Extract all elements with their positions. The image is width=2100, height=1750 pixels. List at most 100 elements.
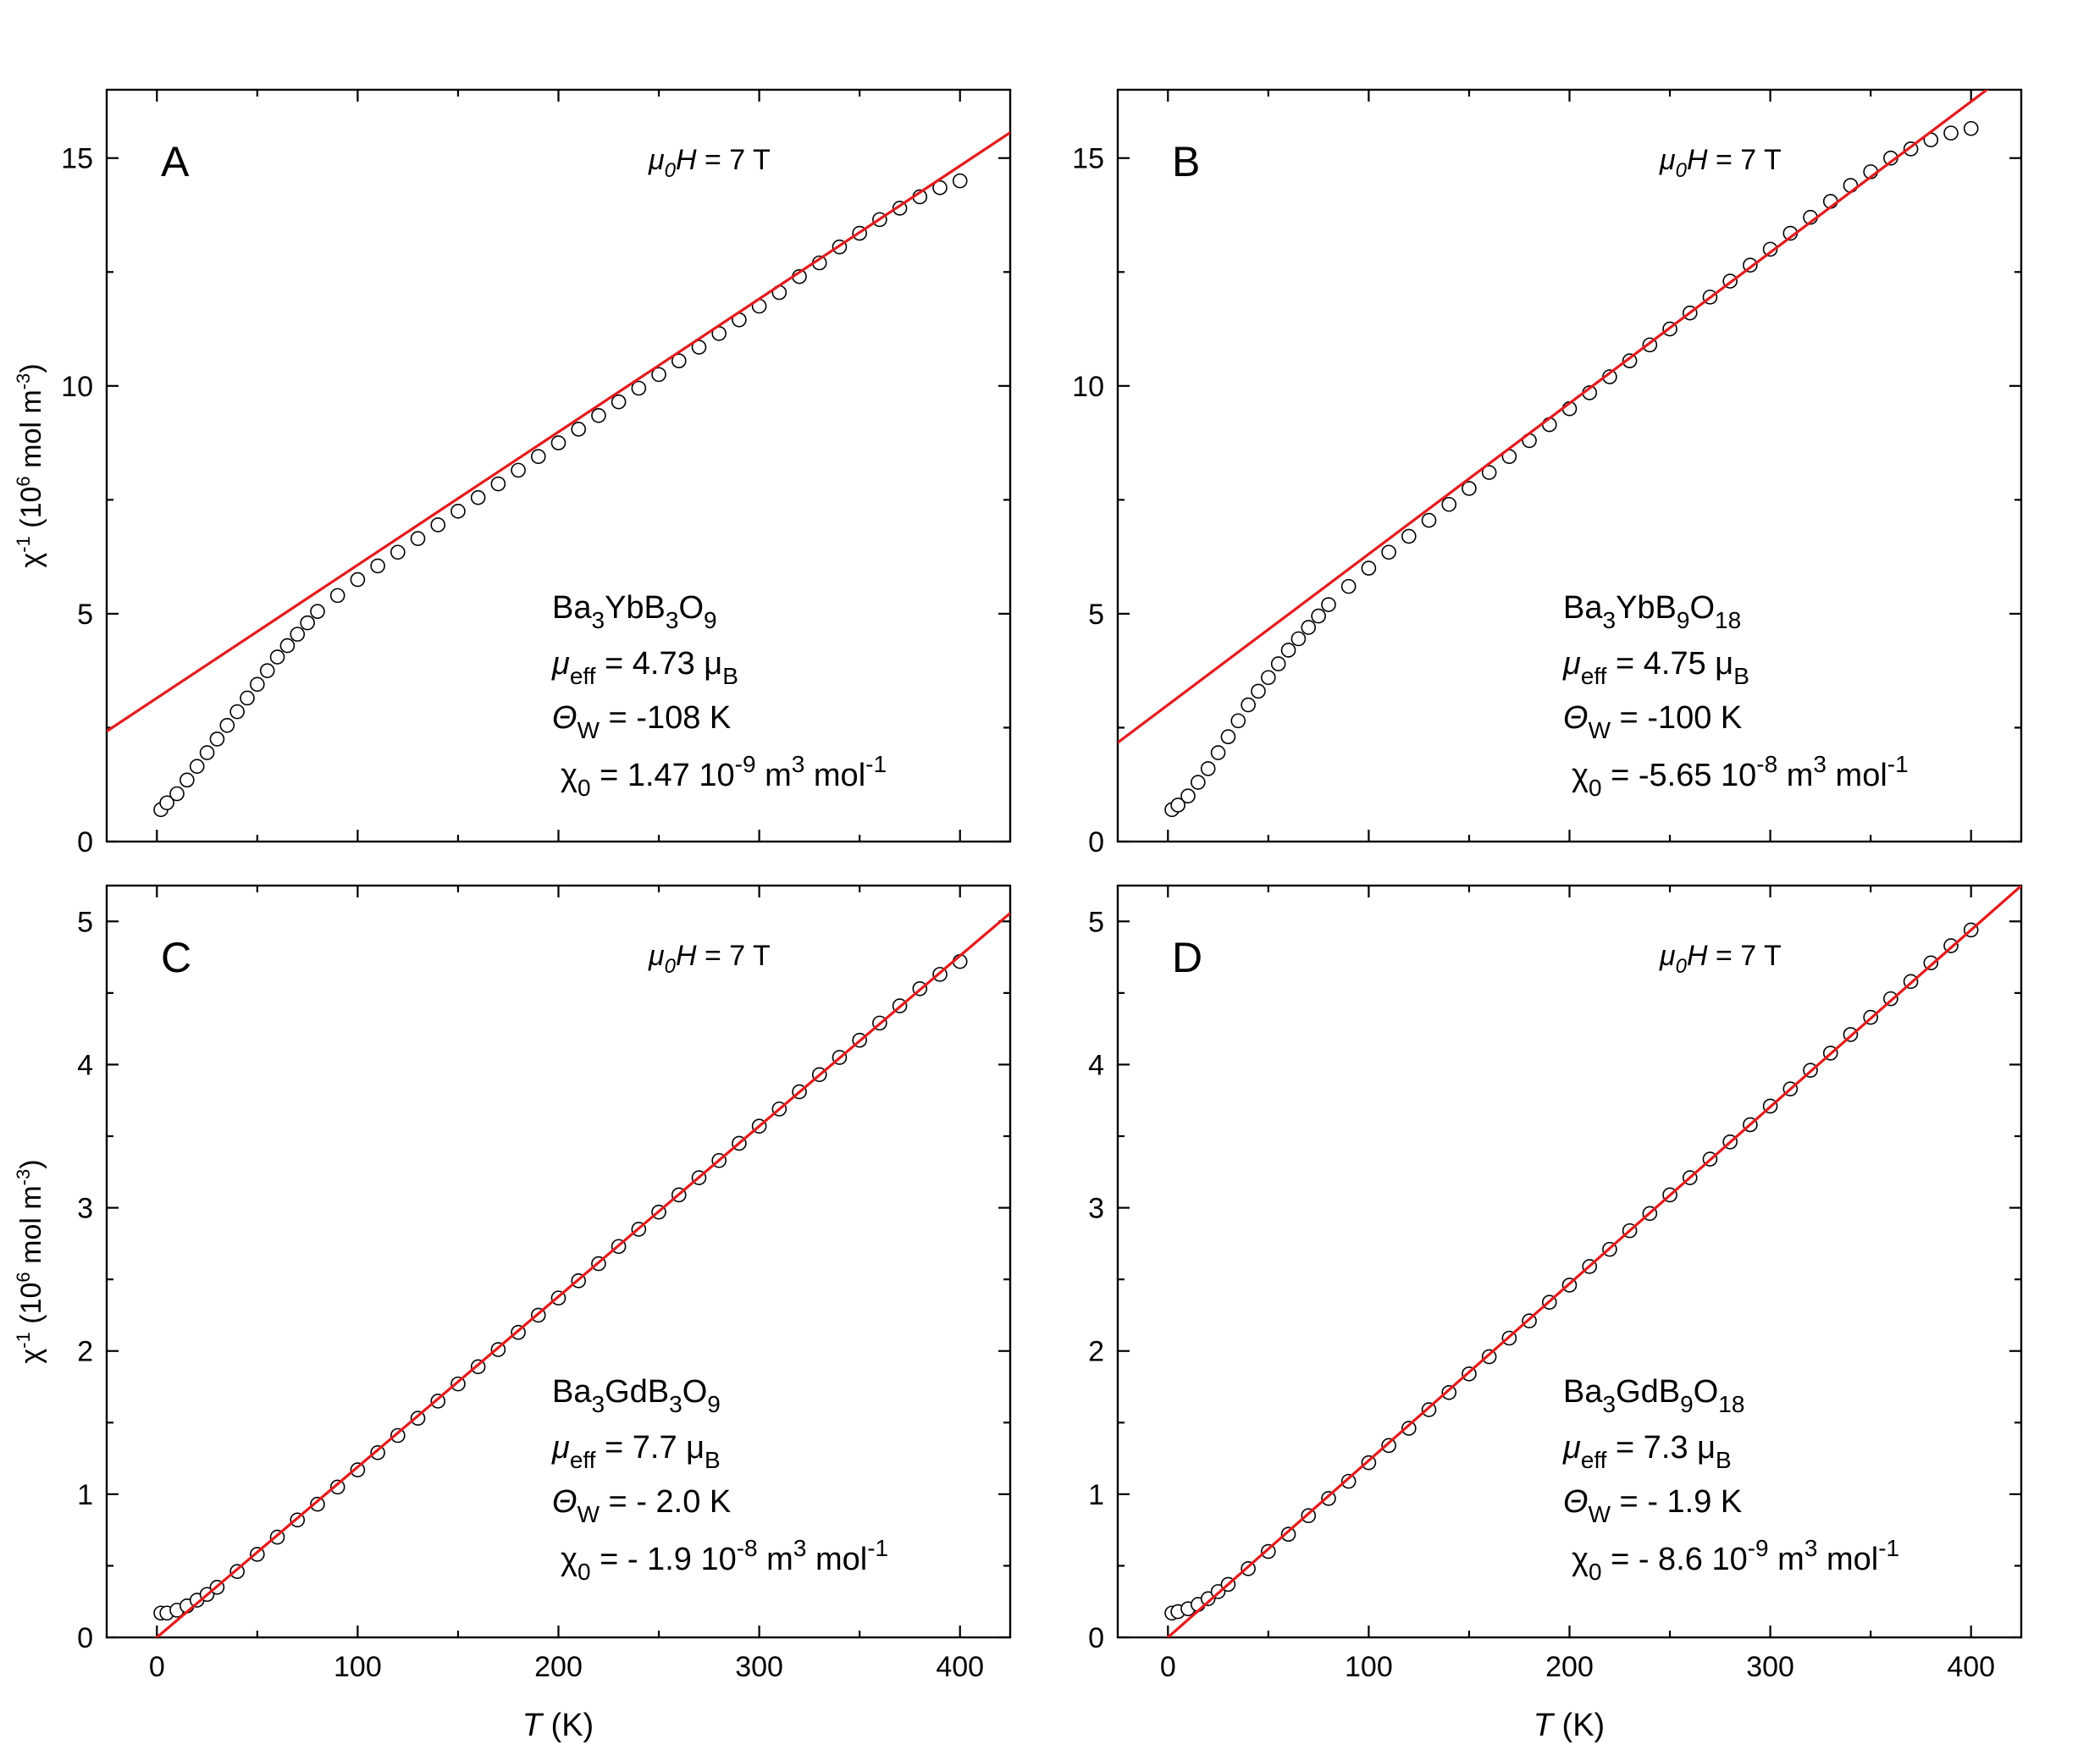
data-point: [1170, 798, 1185, 813]
y-tick-label: 5: [1088, 599, 1104, 631]
mu-eff-row: μeff = 7.3 μB: [1562, 1430, 1732, 1473]
fit-line: [1165, 886, 2021, 1637]
data-point: [250, 676, 265, 693]
data-point: [1401, 528, 1417, 544]
y-tick-label: 4: [77, 1049, 93, 1081]
theta-w-row: ΘW = -108 K: [552, 700, 731, 743]
data-point: [370, 558, 385, 574]
x-tick-label: 200: [534, 1651, 583, 1683]
data-point: [1462, 481, 1477, 496]
data-point: [470, 489, 486, 505]
data-point: [1622, 353, 1638, 369]
data-point: [1361, 560, 1377, 576]
data-point: [1381, 1438, 1396, 1454]
data-point: [159, 795, 174, 811]
x-tick-label: 200: [1545, 1651, 1594, 1683]
data-point: [259, 663, 275, 678]
data-point: [530, 449, 546, 465]
data-point: [1963, 120, 1979, 136]
data-point: [1241, 697, 1256, 713]
data-point: [1441, 496, 1457, 512]
compound-formula: Ba3YbB9O18: [1563, 590, 1741, 633]
data-point: [329, 588, 345, 604]
data-point: [952, 173, 968, 189]
y-tick-label: 2: [77, 1336, 93, 1368]
y-axis-label-top: χ-1 (106 mol m-3): [13, 363, 47, 567]
data-point: [310, 1496, 325, 1512]
data-point: [180, 772, 195, 788]
data-point: [1441, 1384, 1457, 1400]
data-point: [329, 1479, 345, 1495]
data-point: [450, 504, 466, 519]
data-point: [1923, 955, 1939, 971]
data-point: [350, 1462, 366, 1477]
y-tick-label: 10: [1072, 371, 1104, 403]
fit-line: [1118, 90, 1990, 744]
data-point: [511, 462, 526, 478]
y-tick-label: 0: [77, 1622, 93, 1654]
chi0-row: χ0 = - 1.9 10-8 m3 mol-1: [561, 1535, 888, 1585]
y-tick-label: 0: [1088, 1622, 1104, 1654]
data-point: [1191, 775, 1206, 790]
data-point: [1421, 512, 1437, 528]
data-points: [153, 173, 968, 818]
theta-w-row: ΘW = - 1.9 K: [1563, 1484, 1742, 1527]
compound-formula: Ba3GdB3O9: [552, 1374, 721, 1417]
data-point: [390, 544, 406, 560]
data-point: [1280, 643, 1296, 658]
data-point: [1381, 544, 1396, 560]
data-point: [671, 353, 687, 369]
mu-eff-row: μeff = 4.73 μB: [551, 646, 738, 689]
data-point: [229, 1564, 245, 1579]
field-label: μ0H = 7 T: [1659, 940, 1782, 978]
data-point: [1340, 578, 1357, 594]
data-point: [1421, 1402, 1437, 1417]
data-point: [1180, 788, 1196, 803]
x-tick-label: 0: [1160, 1651, 1176, 1683]
data-point: [1340, 1473, 1357, 1489]
data-point: [1261, 670, 1276, 686]
panel-letter: D: [1172, 934, 1202, 981]
data-point: [651, 367, 666, 383]
data-point: [390, 1427, 406, 1444]
panel-letter: C: [161, 934, 191, 981]
data-point: [1280, 1526, 1296, 1543]
data-point: [1321, 1491, 1336, 1506]
data-point: [219, 717, 235, 733]
plot-frame: [105, 884, 1012, 1639]
x-tick-label: 0: [149, 1651, 165, 1683]
data-point: [1220, 729, 1236, 745]
data-point: [279, 638, 296, 654]
data-point: [631, 380, 647, 396]
y-tick-label: 5: [1088, 906, 1104, 938]
x-axis-label-left: T (K): [522, 1708, 594, 1743]
chi0-row: χ0 = - 8.6 10-9 m3 mol-1: [1572, 1535, 1899, 1585]
mu-eff-row: μeff = 4.75 μB: [1562, 646, 1749, 689]
data-point: [1301, 620, 1317, 635]
data-point: [1290, 631, 1307, 647]
panel-letter: A: [161, 138, 190, 185]
y-tick-label: 0: [77, 826, 93, 858]
chi0-row: χ0 = -5.65 10-8 m3 mol-1: [1572, 751, 1909, 801]
panel-d: 0 100 200 300 400 0 1 2 3 4 5 D μ0H = 7 T Ba3GdB9O18 μ…: [1088, 884, 2023, 1683]
theta-w-row: ΘW = - 2.0 K: [552, 1484, 731, 1527]
x-tick-label: 300: [735, 1651, 783, 1683]
x-tick-label: 400: [1947, 1651, 1995, 1683]
y-tick-label: 0: [1088, 826, 1104, 858]
data-point: [1261, 1543, 1276, 1560]
panel-c: 0 100 200 300 400 0 1 2 3 4 5 C μ0H = 7 T Ba3GdB3O9 μe…: [77, 884, 1012, 1683]
data-point: [430, 1394, 446, 1409]
data-point: [1321, 597, 1336, 612]
data-point: [430, 517, 446, 533]
data-point: [1270, 656, 1286, 671]
data-point: [240, 690, 255, 706]
data-point: [1401, 1421, 1417, 1436]
data-point: [209, 731, 225, 747]
data-point: [290, 627, 306, 642]
data-point: [169, 786, 185, 802]
data-point: [550, 435, 566, 450]
data-point: [1200, 761, 1216, 776]
data-point: [350, 571, 366, 588]
y-tick-label: 3: [1088, 1193, 1104, 1225]
